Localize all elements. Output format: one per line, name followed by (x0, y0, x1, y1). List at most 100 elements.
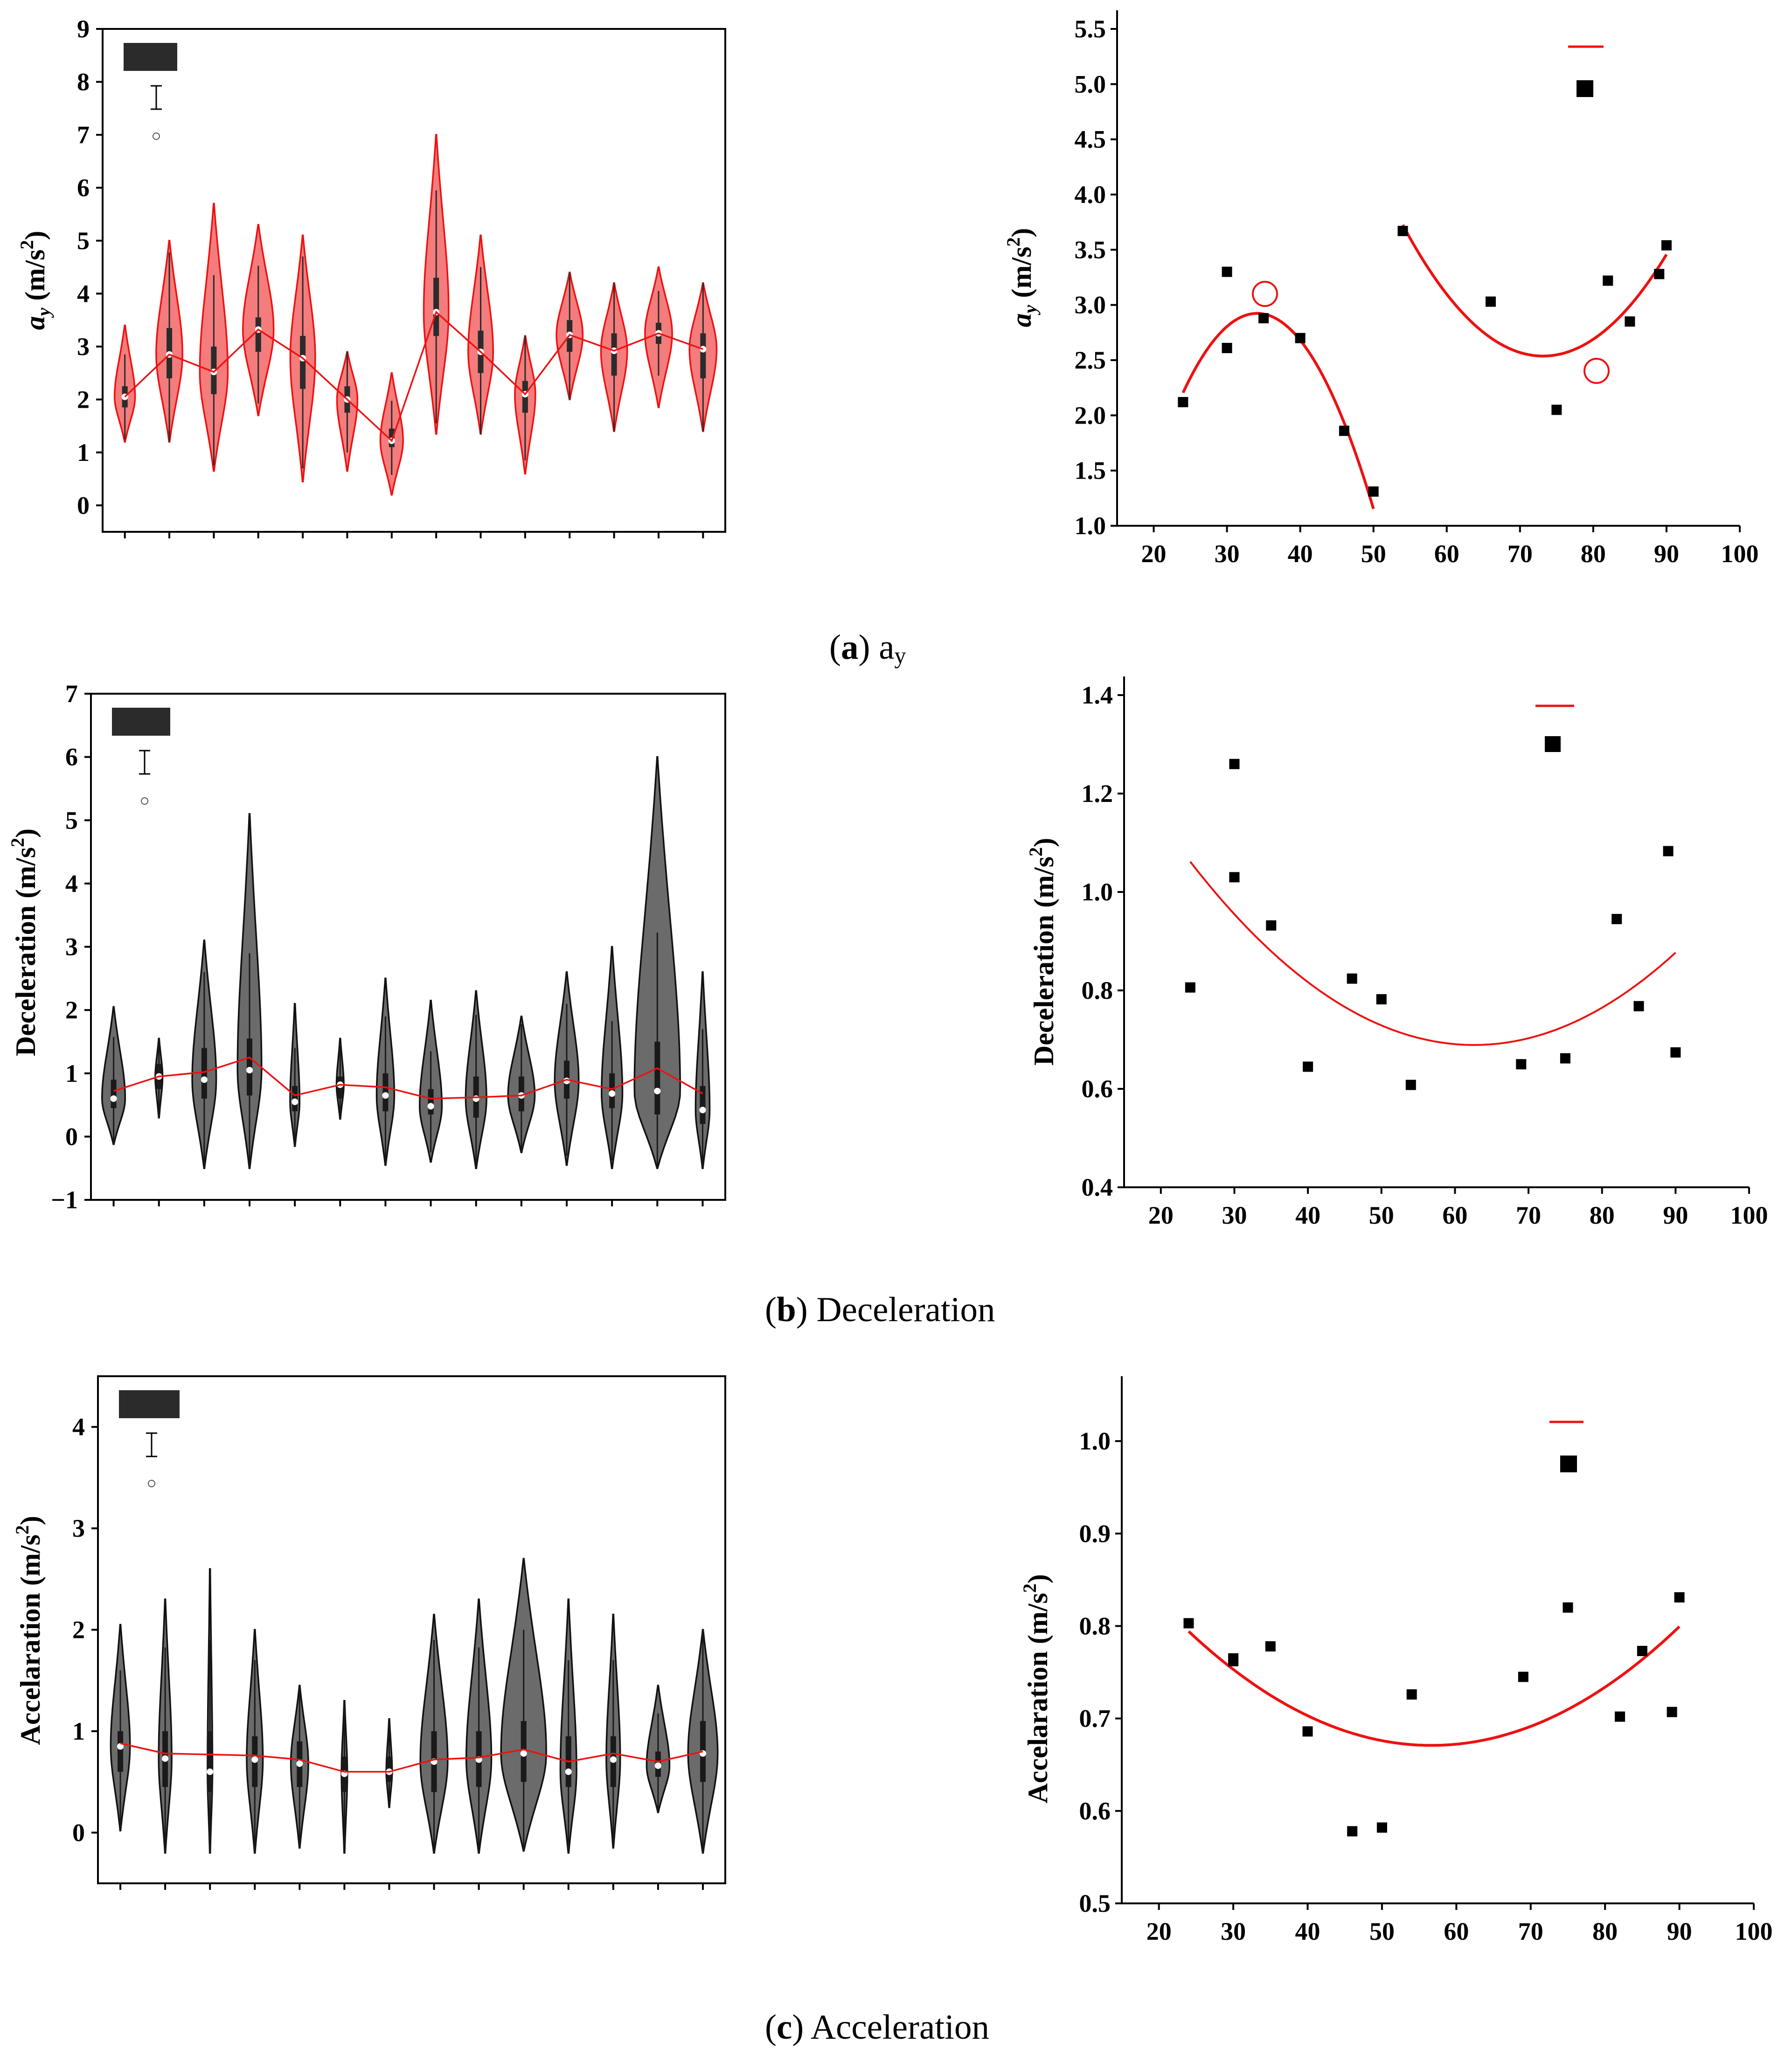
x-tick-label: 20 (1148, 1201, 1174, 1229)
data-point (1560, 1053, 1570, 1064)
legend-point-swatch (1560, 1456, 1577, 1472)
iqr-box (118, 1731, 124, 1772)
caption-a-letter: a (841, 628, 859, 667)
fitting-curve (1401, 224, 1668, 358)
y-axis-label-close: ) (10, 829, 41, 838)
fitting-curve (1181, 312, 1375, 509)
y-tick-label: 7 (65, 680, 78, 708)
y-axis-label: ay (m/s2) (16, 231, 54, 330)
data-point (1654, 269, 1665, 279)
fitting-curve (1189, 861, 1676, 1046)
data-point (1661, 240, 1672, 251)
data-point (1615, 1711, 1625, 1722)
y-tick-label: 1.4 (1082, 681, 1113, 709)
data-point (1339, 425, 1349, 436)
y-axis-label-text: Deceleration (m/s (10, 847, 41, 1056)
curve-1-marker (1252, 281, 1278, 307)
caption-c-letter: c (777, 2008, 792, 2047)
x-tick-label: 30 (1215, 540, 1240, 568)
median-dot (201, 1076, 208, 1083)
mean-line (120, 1742, 703, 1773)
y-tick-label: 2 (72, 1616, 85, 1644)
data-point (1222, 342, 1232, 353)
caption-c-text: Acceleration (804, 2008, 989, 2047)
y-tick-label: 0.6 (1082, 1075, 1113, 1103)
median-dot (520, 1750, 527, 1757)
iqr-box (207, 1731, 213, 1792)
data-point (1405, 1080, 1416, 1090)
caption-b-text: Deceleration (808, 1290, 995, 1329)
y-tick-label: 1 (72, 1717, 85, 1745)
iqr-box (700, 333, 706, 378)
data-point (1563, 1602, 1573, 1613)
y-tick-label: 0 (77, 491, 90, 519)
y-tick-label: 5.0 (1075, 70, 1106, 98)
y-tick-label: 4 (65, 870, 78, 898)
median-dot (654, 1087, 661, 1094)
x-tick-label: 90 (1654, 540, 1679, 568)
plot-frame (102, 28, 726, 533)
legend-iqr-swatch (124, 43, 177, 71)
data-point (1516, 1059, 1527, 1070)
y-tick-label: 6 (65, 743, 78, 771)
plot-frame (97, 1375, 726, 1884)
median-dot (609, 1090, 616, 1097)
data-point (1258, 313, 1269, 324)
y-tick-label: 1.0 (1082, 878, 1113, 906)
y-axis-label-close: ) (1006, 228, 1037, 237)
iqr-box (433, 278, 439, 336)
legend-point-swatch (1577, 80, 1593, 97)
y-tick-label: 1.2 (1082, 780, 1113, 808)
x-tick-label: 60 (1444, 1917, 1469, 1945)
x-tick-label: 70 (1518, 1917, 1543, 1945)
y-tick-label: 5.5 (1075, 15, 1106, 43)
panel-a-scatter: 1.0 1.5 2.0 2.5 3.0 3.5 4.0 4.5 5.0 5.5 20 30 40 50 60… (1003, 10, 1759, 568)
x-tick-label: 90 (1667, 1917, 1692, 1945)
y-tick-label: 2.0 (1075, 401, 1106, 429)
iqr-box (111, 1080, 117, 1108)
data-point (1551, 404, 1562, 415)
fitting-curve (1188, 1625, 1681, 1747)
data-point (1347, 973, 1357, 984)
data-point (1295, 333, 1306, 343)
y-tick-label: 9 (77, 15, 90, 43)
caption-a-text: a (870, 628, 894, 667)
y-axis-label-sup: 2 (1003, 237, 1024, 247)
data-point (1637, 1645, 1647, 1656)
x-tick-label: 40 (1295, 1201, 1320, 1229)
y-tick-label: 3 (65, 933, 78, 961)
y-axis-label-close: ) (1022, 1574, 1053, 1583)
data-point (1670, 1047, 1681, 1058)
data-point (1178, 397, 1188, 407)
y-tick-label: 6 (77, 174, 90, 202)
legend-median-icon (141, 797, 148, 805)
median-dot (610, 1756, 617, 1763)
y-tick-label: 0.8 (1082, 976, 1113, 1004)
y-axis-label-close: ) (20, 231, 50, 240)
y-tick-label: 1 (77, 439, 90, 467)
y-axis-label-unit: (m/s (1006, 247, 1037, 305)
y-axis-label-var: a (20, 316, 50, 330)
y-axis-label-var: a (1006, 313, 1037, 327)
x-tick-label: 80 (1581, 540, 1606, 568)
x-tick-label: 20 (1146, 1917, 1172, 1945)
y-axis-label-sub: y (1020, 305, 1041, 315)
y-tick-label: 1.0 (1075, 512, 1106, 540)
y-tick-label: 3 (77, 333, 90, 361)
median-dot (292, 1098, 299, 1105)
legend-median-icon (148, 1480, 155, 1487)
data-point (1667, 1707, 1677, 1717)
iqr-box (428, 1089, 434, 1115)
data-point (1265, 1641, 1276, 1652)
y-axis-label: ay (m/s2) (1003, 228, 1041, 327)
x-tick-label: 60 (1442, 1201, 1467, 1229)
data-point (1266, 920, 1277, 931)
iqr-box (300, 336, 306, 389)
y-axis-label-sup: 2 (16, 240, 37, 250)
y-axis-label-sup: 2 (7, 838, 28, 847)
y-tick-label: 0.5 (1079, 1889, 1111, 1917)
iqr-box (611, 333, 617, 376)
